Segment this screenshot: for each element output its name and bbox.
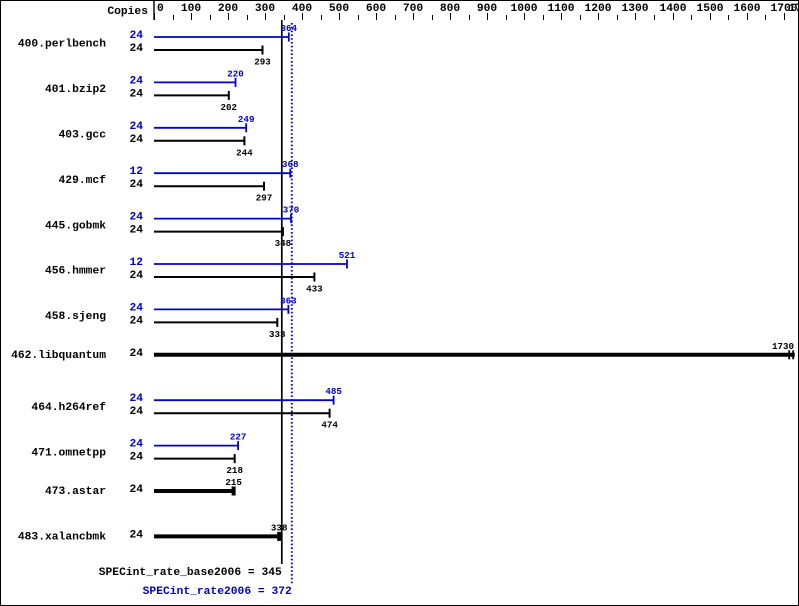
svg-text:249: 249 [238, 114, 255, 125]
svg-text:1600: 1600 [733, 3, 760, 15]
svg-text:1750: 1750 [788, 3, 799, 15]
svg-text:24: 24 [129, 348, 143, 360]
svg-text:24: 24 [129, 439, 143, 451]
svg-text:200: 200 [218, 3, 239, 15]
svg-text:600: 600 [366, 3, 387, 15]
svg-text:218: 218 [226, 465, 243, 476]
svg-text:24: 24 [129, 179, 143, 191]
svg-text:462.libquantum: 462.libquantum [11, 350, 106, 362]
svg-text:473.astar: 473.astar [45, 486, 106, 498]
svg-text:12: 12 [129, 257, 143, 269]
svg-text:483.xalancbmk: 483.xalancbmk [18, 532, 106, 544]
svg-text:429.mcf: 429.mcf [59, 175, 107, 187]
svg-text:215: 215 [225, 477, 242, 488]
svg-text:364: 364 [281, 23, 298, 34]
svg-text:220: 220 [227, 68, 244, 79]
svg-text:403.gcc: 403.gcc [59, 130, 107, 142]
svg-text:300: 300 [255, 3, 276, 15]
svg-text:800: 800 [440, 3, 461, 15]
svg-text:900: 900 [477, 3, 498, 15]
svg-text:202: 202 [221, 102, 238, 113]
svg-text:24: 24 [129, 225, 143, 237]
svg-text:24: 24 [129, 452, 143, 464]
svg-text:370: 370 [283, 205, 300, 216]
svg-text:24: 24 [129, 121, 143, 133]
svg-text:24: 24 [129, 212, 143, 224]
svg-text:1100: 1100 [547, 3, 574, 15]
svg-text:363: 363 [280, 295, 297, 306]
svg-text:24: 24 [129, 529, 143, 541]
svg-text:474: 474 [321, 420, 338, 431]
svg-text:12: 12 [129, 166, 143, 178]
svg-text:24: 24 [129, 134, 143, 146]
svg-text:24: 24 [129, 393, 143, 405]
svg-text:333: 333 [269, 329, 286, 340]
svg-text:700: 700 [403, 3, 424, 15]
svg-text:368: 368 [282, 159, 299, 170]
svg-text:24: 24 [129, 406, 143, 418]
svg-text:458.sjeng: 458.sjeng [45, 311, 106, 323]
svg-text:400: 400 [292, 3, 313, 15]
svg-text:456.hmmer: 456.hmmer [45, 266, 106, 278]
svg-text:338: 338 [271, 522, 288, 533]
svg-text:24: 24 [129, 75, 143, 87]
svg-text:0: 0 [157, 3, 164, 15]
svg-text:24: 24 [129, 302, 143, 314]
svg-text:348: 348 [275, 238, 292, 249]
svg-text:400.perlbench: 400.perlbench [18, 39, 106, 51]
svg-text:1500: 1500 [696, 3, 723, 15]
svg-text:464.h264ref: 464.h264ref [31, 402, 106, 414]
svg-text:1200: 1200 [584, 3, 611, 15]
svg-text:100: 100 [181, 3, 202, 15]
svg-text:471.omnetpp: 471.omnetpp [31, 447, 106, 459]
svg-text:1300: 1300 [621, 3, 648, 15]
svg-text:24: 24 [129, 484, 143, 496]
svg-text:227: 227 [230, 432, 247, 443]
svg-text:1000: 1000 [510, 3, 537, 15]
svg-text:24: 24 [129, 43, 143, 55]
svg-text:1730: 1730 [772, 341, 794, 352]
svg-text:SPECint_rate2006 = 372: SPECint_rate2006 = 372 [143, 586, 292, 598]
svg-text:Copies: Copies [107, 6, 148, 18]
svg-text:445.gobmk: 445.gobmk [45, 220, 106, 232]
svg-text:293: 293 [254, 57, 271, 68]
svg-text:500: 500 [329, 3, 350, 15]
svg-text:24: 24 [129, 315, 143, 327]
svg-text:401.bzip2: 401.bzip2 [45, 84, 106, 96]
svg-text:244: 244 [236, 147, 253, 158]
svg-text:24: 24 [129, 88, 143, 100]
svg-text:297: 297 [256, 193, 273, 204]
svg-text:485: 485 [325, 386, 342, 397]
svg-text:24: 24 [129, 30, 143, 42]
svg-text:521: 521 [339, 250, 356, 261]
svg-text:1400: 1400 [659, 3, 686, 15]
svg-text:433: 433 [306, 284, 323, 295]
svg-text:24: 24 [129, 270, 143, 282]
svg-text:SPECint_rate_base2006 = 345: SPECint_rate_base2006 = 345 [99, 567, 282, 579]
